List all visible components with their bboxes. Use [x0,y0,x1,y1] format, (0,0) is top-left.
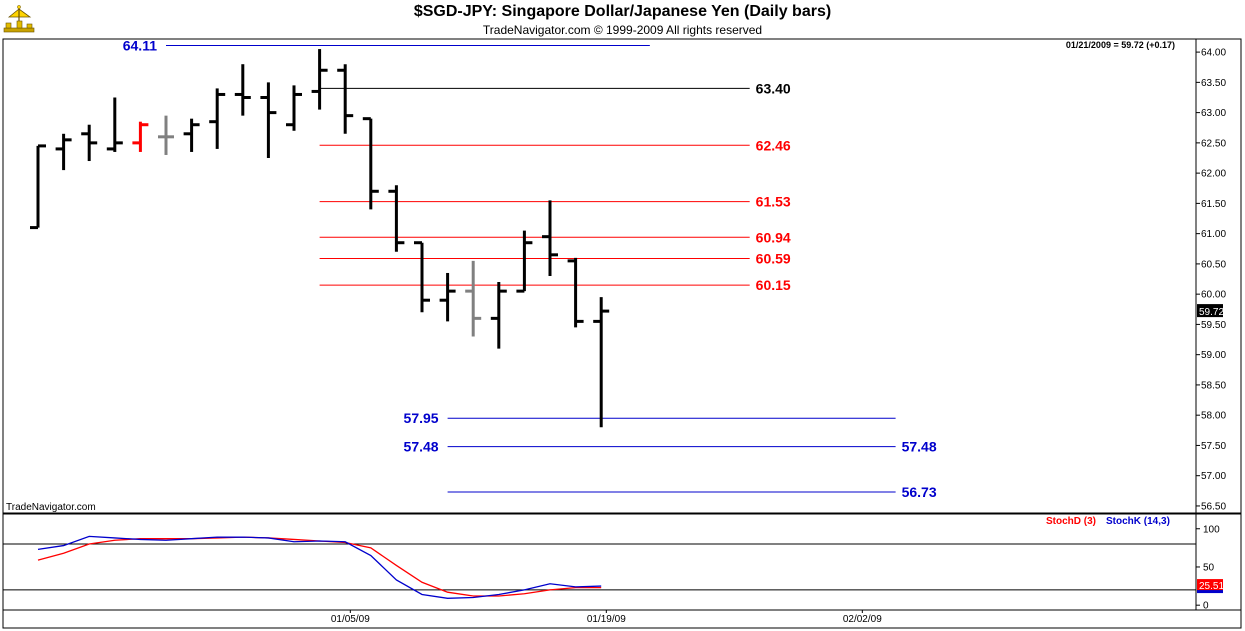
price-axis-label: 58.00 [1201,411,1226,422]
stochastic-indicator [3,535,1196,599]
indicator-axis: 100 50 0 25.51 [1196,524,1224,612]
price-axis-label: 61.00 [1201,229,1226,240]
ohlc-bar [81,124,98,162]
stoch-series-line [37,535,602,599]
price-axis-label: 58.50 [1201,380,1226,391]
ohlc-bar [286,85,302,131]
level-label: 60.59 [756,250,791,266]
ohlc-bar [311,49,328,110]
price-axis-label: 59.50 [1201,320,1226,331]
price-plot-frame [2,38,1197,514]
level-label: 57.95 [404,410,439,426]
ohlc-bar [132,121,149,152]
last-price-box [1197,304,1223,318]
level-label: 61.53 [756,194,791,210]
last-stoch-label: 25.51 [1199,581,1224,592]
ohlc-bar [158,115,174,155]
level-label: 57.48 [404,439,439,455]
last-price-label: 59.72 [1199,307,1224,318]
chart-title: $SGD-JPY: Singapore Dollar/Japanese Yen … [413,3,832,20]
ohlc-bar [567,257,584,328]
ohlc-bar [106,97,123,152]
copyright-subtitle: TradeNavigator.com © 1999-2009 All right… [482,23,763,37]
date-axis-label: 01/05/09 [331,614,370,625]
price-axis-label: 57.00 [1201,471,1226,482]
ohlc-bar [490,282,507,349]
ohlc-bar [260,82,277,158]
ohlc-bar [30,144,46,230]
ohlc-bar [516,230,533,293]
level-label: 64.11 [123,37,157,53]
trade-navigator-logo-icon[interactable] [3,4,37,34]
date-axis-label: 01/19/09 [587,614,626,625]
price-axis-label: 62.00 [1201,169,1226,180]
price-axis-label: 61.50 [1201,199,1226,210]
ohlc-bar [183,118,200,152]
level-label: 57.48 [902,439,937,455]
legend-stochd: StochD (3) [1046,516,1096,527]
ohlc-bar [465,260,482,337]
price-axis-label: 59.00 [1201,350,1226,361]
indicator-legend: StochD (3) StochK (14,3) [1046,516,1170,527]
level-label: 62.46 [756,137,791,153]
price-bars [30,49,610,428]
price-axis-label: 64.00 [1201,48,1226,59]
ohlc-bar [234,64,251,116]
level-label: 60.94 [756,229,791,245]
watermark: TradeNavigator.com [6,502,96,513]
legend-stochk: StochK (14,3) [1106,516,1170,527]
indicator-axis-label: 0 [1203,601,1209,612]
price-axis-label: 57.50 [1201,441,1226,452]
last-stoch-box [1197,579,1223,593]
price-axis-label: 63.00 [1201,108,1226,119]
date-axis: 01/05/09 01/19/09 02/02/09 [331,610,882,625]
ohlc-bar [337,64,354,134]
price-axis-label: 56.50 [1201,501,1226,512]
level-label: 56.73 [902,484,937,500]
price-axis-label: 60.00 [1201,290,1226,301]
last-stoch-box-k [1197,590,1223,594]
price-axis-label: 60.50 [1201,259,1226,270]
ohlc-bar [542,200,558,276]
last-quote-readout: 01/21/2009 = 59.72 (+0.17) [1066,40,1175,50]
price-axis: 64.00 63.50 63.00 62.50 62.00 61.50 61.00 60.50… [1196,48,1226,512]
indicator-axis-label: 50 [1203,562,1215,573]
ohlc-bar [209,88,226,149]
stoch-series-line [37,536,602,597]
ohlc-bar [593,297,610,428]
ohlc-bar [388,185,405,252]
last-price-marker: 59.72 [1197,304,1224,318]
date-axis-label: 02/02/09 [843,614,882,625]
date-axis-panel [2,609,1242,629]
ohlc-bar [439,272,456,322]
ohlc-bar [362,117,379,210]
level-label: 63.40 [756,80,791,96]
ohlc-bar [414,241,430,313]
level-label: 60.15 [756,277,791,293]
ohlc-bar [55,133,72,171]
price-axis-label: 63.50 [1201,78,1226,89]
fibonacci-levels: 64.11 63.40 62.46 61.53 60.94 60.59 60.15 57.95… [123,37,937,500]
price-axis-label: 62.50 [1201,138,1226,149]
price-axis-panel [1195,38,1242,514]
indicator-axis-label: 100 [1203,524,1220,535]
indicator-plot-frame [2,513,1197,611]
